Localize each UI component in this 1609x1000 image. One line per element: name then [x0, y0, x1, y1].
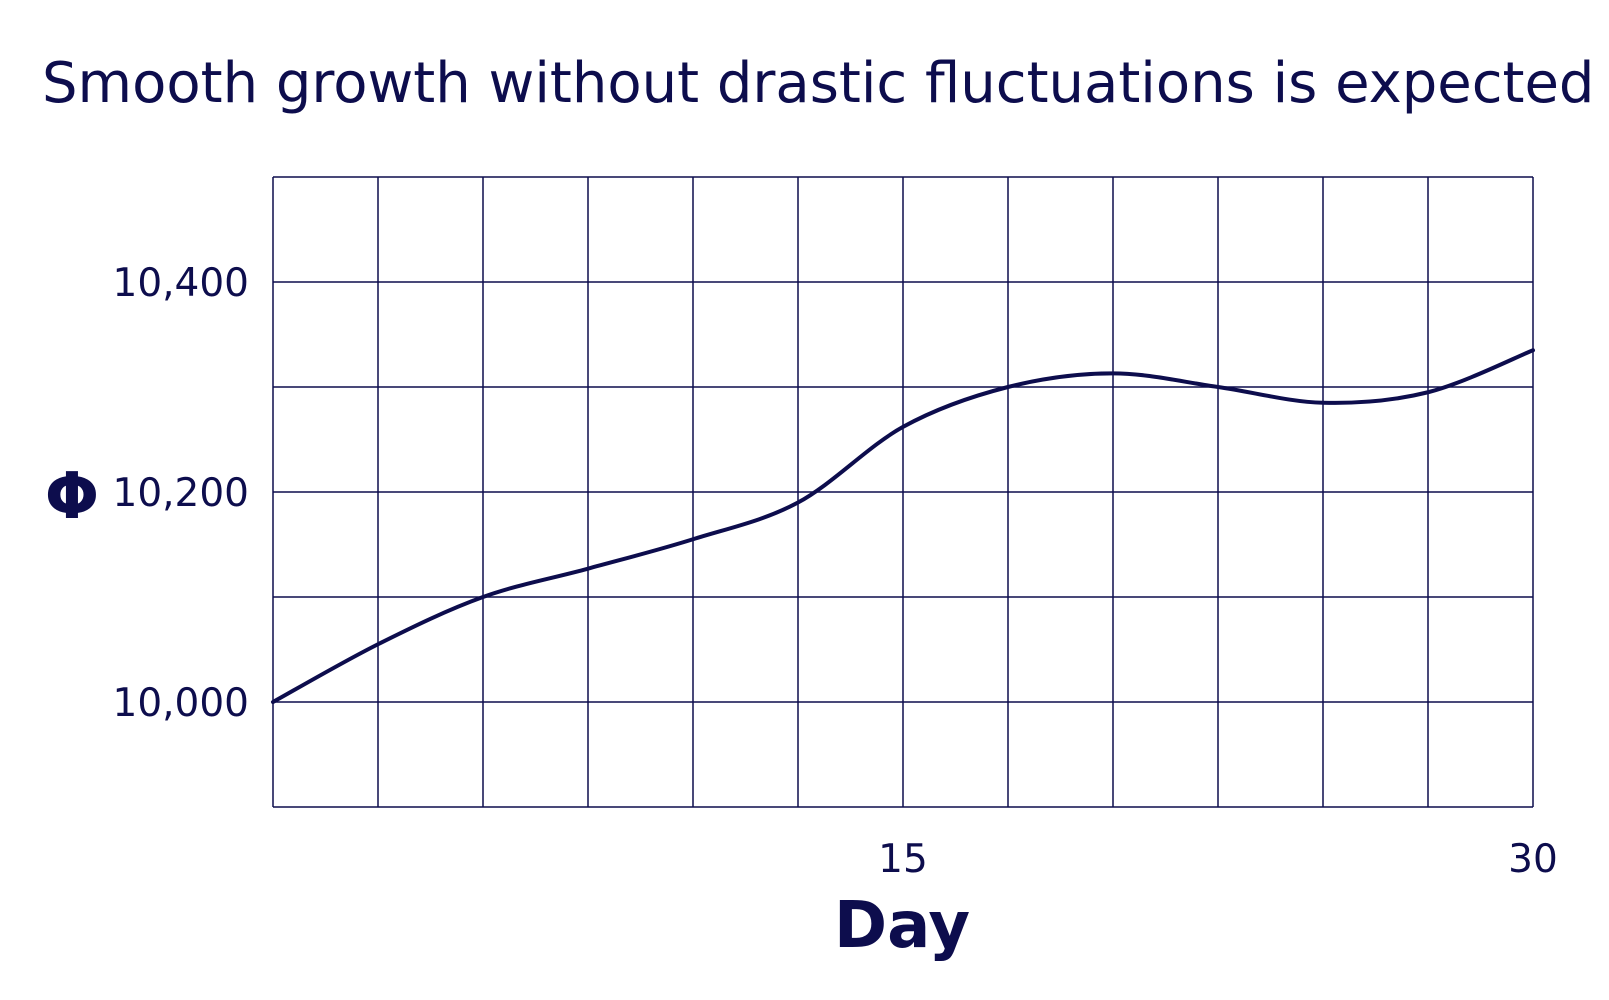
y-tick-label: 10,400: [113, 261, 249, 306]
y-tick-label: 10,000: [113, 681, 249, 726]
x-tick-label: 15: [878, 837, 928, 882]
series-group: [271, 348, 1535, 704]
grid: [272, 176, 1534, 808]
x-axis-ticks: 15 30: [878, 837, 1558, 882]
y-axis-ticks: 10,000 10,200 10,400: [113, 261, 249, 726]
x-tick-label: 30: [1508, 837, 1558, 882]
series-line: [271, 348, 1535, 704]
chart-title: Smooth growth without drastic fluctuatio…: [42, 51, 1594, 116]
y-tick-label: 10,200: [113, 471, 249, 516]
x-axis-label: Day: [834, 889, 970, 963]
y-axis-label: Φ: [45, 460, 99, 534]
